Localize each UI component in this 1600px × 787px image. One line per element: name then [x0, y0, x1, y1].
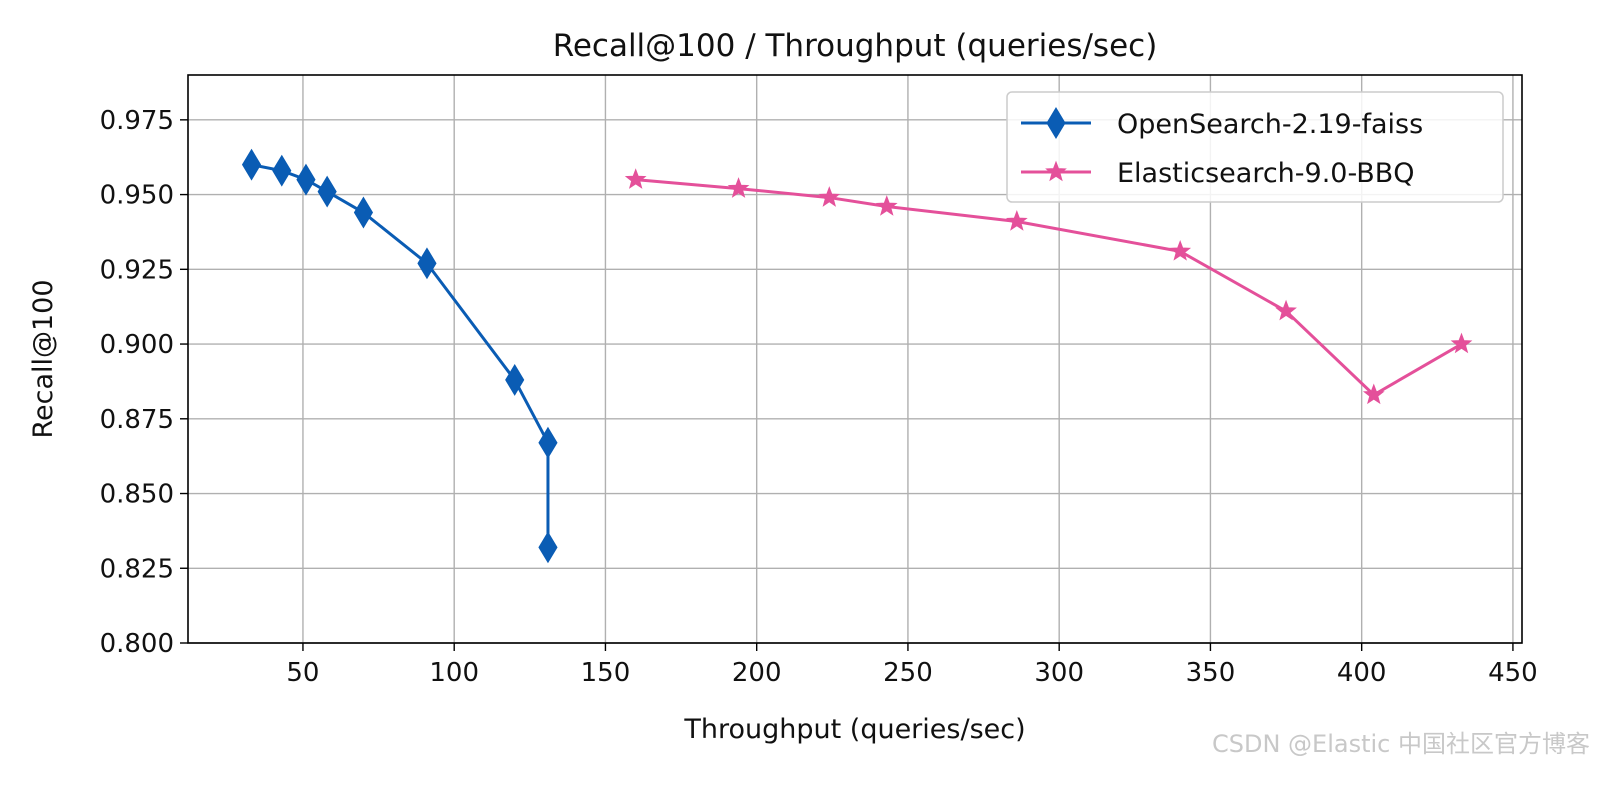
data-point	[1169, 239, 1192, 261]
data-point	[875, 195, 898, 216]
legend-label: OpenSearch-2.19-faiss	[1117, 109, 1423, 140]
data-point	[538, 426, 558, 459]
y-tick-label: 0.950	[100, 181, 174, 211]
legend: OpenSearch-2.19-faiss Elasticsearch-9.0-B…	[1006, 91, 1504, 203]
y-tick-label: 0.875	[100, 405, 174, 435]
series-layer	[241, 148, 1473, 564]
legend-item: OpenSearch-2.19-faiss	[1021, 107, 1423, 140]
data-point	[353, 196, 374, 229]
x-tick-label: 400	[1337, 658, 1387, 688]
y-tick-label: 0.850	[100, 480, 174, 510]
data-point	[1005, 210, 1028, 231]
x-tick-label: 350	[1186, 658, 1236, 688]
legend-marker	[1046, 107, 1066, 139]
data-point	[296, 163, 316, 196]
x-tick-label: 200	[732, 658, 782, 688]
data-point	[272, 154, 292, 187]
data-point	[727, 177, 750, 198]
watermark: CSDN @Elastic 中国社区官方博客	[1212, 730, 1590, 758]
data-point	[624, 168, 647, 189]
x-tick-label: 250	[883, 658, 933, 688]
legend-marker	[1045, 160, 1067, 182]
legend-box	[1006, 91, 1504, 203]
data-point	[241, 148, 262, 181]
y-axis-title: Recall@100	[28, 279, 59, 438]
y-tick-label: 0.825	[100, 554, 174, 584]
data-point	[818, 186, 841, 207]
x-tick-label: 100	[429, 658, 479, 688]
data-point	[1450, 332, 1473, 354]
y-tick-label: 0.975	[100, 106, 174, 136]
y-tick-label: 0.925	[100, 255, 174, 285]
x-axis-title: Throughput (queries/sec)	[683, 714, 1025, 745]
data-point	[505, 363, 525, 396]
x-tick-label: 150	[581, 658, 631, 688]
x-tick-label: 300	[1034, 658, 1084, 688]
x-tick-label: 450	[1488, 658, 1538, 688]
data-point	[317, 175, 337, 208]
series-2	[624, 168, 1473, 405]
x-tick-label: 50	[286, 658, 319, 688]
plot-frame	[187, 74, 1523, 644]
legend-label: Elasticsearch-9.0-BBQ	[1117, 158, 1415, 189]
y-axis: 0.800 0.825 0.850 0.875 0.900 0.925 0.950 0.975	[100, 106, 188, 659]
legend-item: Elasticsearch-9.0-BBQ	[1021, 158, 1415, 189]
data-point	[417, 247, 437, 280]
y-tick-label: 0.900	[100, 330, 174, 360]
data-point	[1275, 299, 1297, 321]
data-point	[538, 531, 558, 564]
series-line	[251, 163, 550, 548]
chart-title: Recall@100 / Throughput (queries/sec)	[553, 28, 1158, 64]
x-axis: 50 100 150 200 250 300 350 400 450	[286, 643, 1538, 688]
data-point	[1362, 383, 1385, 405]
y-tick-label: 0.800	[100, 629, 174, 659]
series-1	[241, 148, 558, 564]
series-line	[635, 178, 1463, 397]
